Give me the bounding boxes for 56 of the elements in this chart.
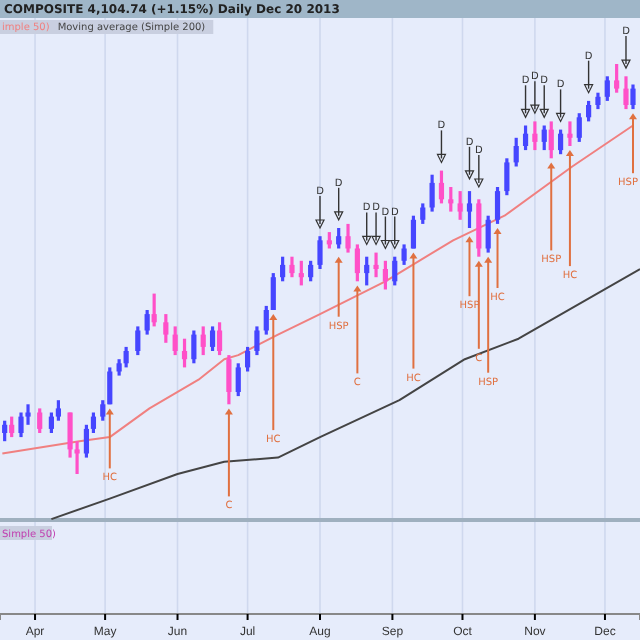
candlestick bbox=[604, 74, 610, 103]
candlestick bbox=[557, 128, 564, 156]
candlestick bbox=[308, 259, 314, 283]
candlestick bbox=[373, 251, 379, 279]
candlestick bbox=[200, 324, 206, 357]
candlestick bbox=[235, 361, 241, 398]
candlestick bbox=[216, 320, 223, 357]
candlestick bbox=[382, 259, 388, 292]
candlestick bbox=[135, 324, 141, 357]
candlestick bbox=[457, 189, 463, 222]
candlestick bbox=[522, 123, 529, 152]
candlestick bbox=[345, 222, 351, 255]
candlestick bbox=[9, 415, 15, 439]
candlestick bbox=[576, 111, 582, 144]
candlestick bbox=[18, 410, 24, 439]
candlestick bbox=[181, 337, 188, 369]
candlestick bbox=[494, 185, 501, 226]
candlestick bbox=[420, 201, 426, 226]
candlestick bbox=[532, 119, 538, 152]
candlestick bbox=[2, 419, 8, 443]
candlestick bbox=[254, 324, 260, 357]
candlestick bbox=[364, 255, 370, 287]
candlestick bbox=[298, 259, 304, 287]
candlestick bbox=[172, 324, 178, 357]
candlestick bbox=[336, 226, 342, 251]
candlestick bbox=[410, 214, 417, 251]
candlestick bbox=[476, 197, 482, 259]
candlestick bbox=[226, 353, 232, 406]
candlestick bbox=[567, 119, 573, 148]
candlestick bbox=[429, 173, 435, 214]
candlestick bbox=[541, 123, 547, 152]
candlestick bbox=[163, 312, 169, 345]
candlestick bbox=[354, 242, 360, 283]
candlestick bbox=[513, 136, 519, 169]
candlestick bbox=[317, 234, 323, 271]
candlestick bbox=[151, 292, 157, 328]
candlestick bbox=[623, 74, 629, 111]
candlestick bbox=[401, 242, 407, 267]
candlestick bbox=[485, 214, 491, 255]
candlestick bbox=[37, 406, 43, 435]
candlestick bbox=[504, 156, 510, 197]
candlestick bbox=[466, 189, 473, 230]
candlestick bbox=[448, 185, 454, 214]
candlestick bbox=[123, 345, 129, 369]
candlestick bbox=[392, 255, 398, 287]
candlestick bbox=[548, 119, 554, 160]
candlestick bbox=[244, 345, 251, 374]
candlestick bbox=[586, 99, 592, 123]
candlestick bbox=[630, 82, 636, 111]
candlestick bbox=[438, 169, 445, 205]
candlestick bbox=[280, 255, 286, 283]
candlestick bbox=[144, 308, 150, 337]
candlestick bbox=[209, 324, 216, 353]
candlestick bbox=[614, 62, 620, 95]
candlestick bbox=[191, 328, 197, 365]
candlestick bbox=[289, 255, 295, 279]
